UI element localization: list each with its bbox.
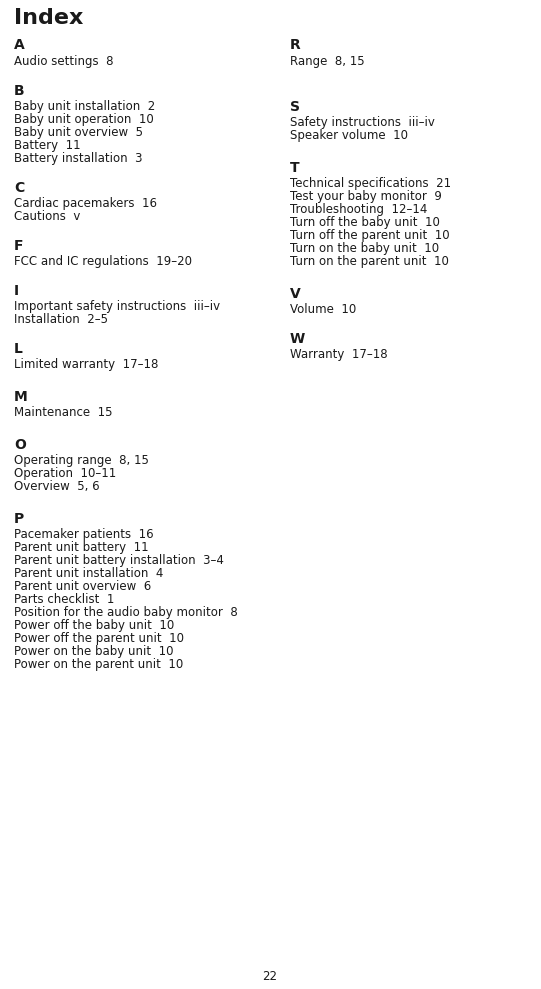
Text: W: W	[290, 332, 305, 346]
Text: Battery installation  3: Battery installation 3	[14, 152, 142, 165]
Text: Parent unit battery  11: Parent unit battery 11	[14, 541, 149, 554]
Text: Battery  11: Battery 11	[14, 139, 81, 152]
Text: S: S	[290, 100, 300, 114]
Text: B: B	[14, 84, 25, 98]
Text: T: T	[290, 161, 300, 175]
Text: Limited warranty  17–18: Limited warranty 17–18	[14, 358, 159, 371]
Text: Turn off the baby unit  10: Turn off the baby unit 10	[290, 216, 440, 229]
Text: Turn on the parent unit  10: Turn on the parent unit 10	[290, 255, 449, 268]
Text: Parent unit installation  4: Parent unit installation 4	[14, 567, 163, 580]
Text: O: O	[14, 438, 26, 452]
Text: Volume  10: Volume 10	[290, 303, 357, 316]
Text: Power on the parent unit  10: Power on the parent unit 10	[14, 658, 183, 671]
Text: Warranty  17–18: Warranty 17–18	[290, 348, 387, 361]
Text: Important safety instructions  iii–iv: Important safety instructions iii–iv	[14, 300, 220, 313]
Text: A: A	[14, 38, 25, 52]
Text: F: F	[14, 239, 23, 253]
Text: 22: 22	[262, 970, 278, 983]
Text: Baby unit overview  5: Baby unit overview 5	[14, 126, 143, 139]
Text: Pacemaker patients  16: Pacemaker patients 16	[14, 528, 154, 541]
Text: Operating range  8, 15: Operating range 8, 15	[14, 454, 149, 467]
Text: FCC and IC regulations  19–20: FCC and IC regulations 19–20	[14, 255, 192, 268]
Text: Turn off the parent unit  10: Turn off the parent unit 10	[290, 229, 450, 242]
Text: Turn on the baby unit  10: Turn on the baby unit 10	[290, 242, 439, 255]
Text: Speaker volume  10: Speaker volume 10	[290, 129, 408, 142]
Text: Baby unit operation  10: Baby unit operation 10	[14, 113, 154, 126]
Text: Power off the baby unit  10: Power off the baby unit 10	[14, 619, 174, 632]
Text: Audio settings  8: Audio settings 8	[14, 55, 114, 68]
Text: Test your baby monitor  9: Test your baby monitor 9	[290, 190, 442, 203]
Text: Safety instructions  iii–iv: Safety instructions iii–iv	[290, 116, 435, 129]
Text: M: M	[14, 390, 28, 404]
Text: I: I	[14, 284, 19, 298]
Text: L: L	[14, 342, 23, 356]
Text: Troubleshooting  12–14: Troubleshooting 12–14	[290, 203, 427, 216]
Text: Maintenance  15: Maintenance 15	[14, 406, 113, 419]
Text: Parent unit battery installation  3–4: Parent unit battery installation 3–4	[14, 554, 224, 567]
Text: Overview  5, 6: Overview 5, 6	[14, 480, 100, 493]
Text: Cardiac pacemakers  16: Cardiac pacemakers 16	[14, 197, 157, 210]
Text: R: R	[290, 38, 301, 52]
Text: Power off the parent unit  10: Power off the parent unit 10	[14, 632, 184, 645]
Text: Cautions  v: Cautions v	[14, 210, 81, 223]
Text: Baby unit installation  2: Baby unit installation 2	[14, 100, 155, 113]
Text: C: C	[14, 181, 24, 195]
Text: Parts checklist  1: Parts checklist 1	[14, 593, 114, 606]
Text: Power on the baby unit  10: Power on the baby unit 10	[14, 645, 174, 658]
Text: Index: Index	[14, 8, 83, 28]
Text: Range  8, 15: Range 8, 15	[290, 55, 365, 68]
Text: Position for the audio baby monitor  8: Position for the audio baby monitor 8	[14, 606, 237, 619]
Text: V: V	[290, 287, 301, 301]
Text: P: P	[14, 512, 24, 526]
Text: Parent unit overview  6: Parent unit overview 6	[14, 580, 151, 593]
Text: Technical specifications  21: Technical specifications 21	[290, 177, 451, 190]
Text: Installation  2–5: Installation 2–5	[14, 313, 108, 326]
Text: Operation  10–11: Operation 10–11	[14, 467, 116, 480]
